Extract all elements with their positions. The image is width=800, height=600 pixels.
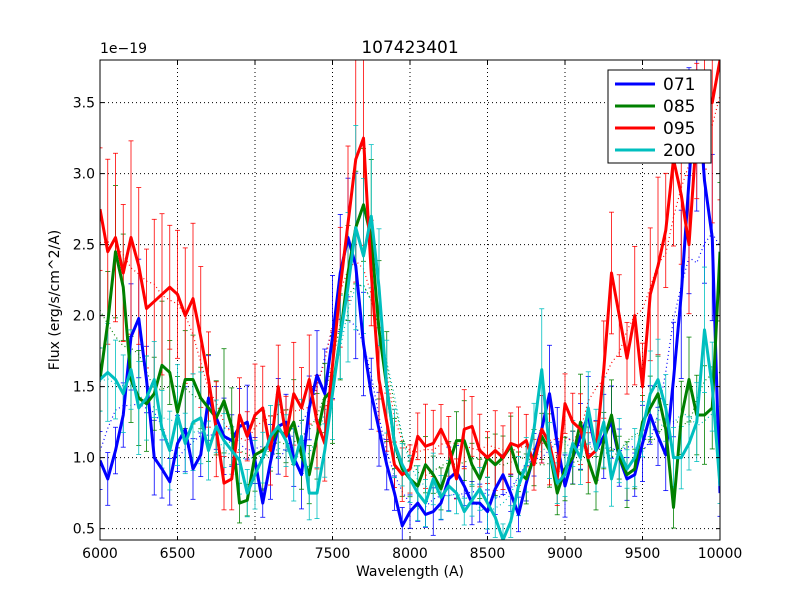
y-tick-label: 3.0	[73, 167, 95, 183]
y-offset-text: 1e−19	[100, 41, 147, 57]
x-tick-label: 9000	[547, 546, 583, 562]
x-tick-label: 7500	[315, 546, 351, 562]
x-axis-label: Wavelength (A)	[356, 564, 464, 580]
legend-label-085: 085	[663, 97, 695, 117]
x-tick-label: 8500	[470, 546, 506, 562]
error-bar-085	[717, 182, 720, 322]
error-bar-095	[100, 147, 103, 271]
x-tick-label: 8000	[392, 546, 428, 562]
legend-label-071: 071	[663, 75, 695, 95]
legend-label-200: 200	[663, 141, 695, 161]
x-tick-label: 9500	[625, 546, 661, 562]
y-axis-label: Flux (erg/s/cm^2/A)	[47, 230, 63, 370]
legend-label-095: 095	[663, 119, 695, 139]
x-tick-label: 6000	[82, 546, 118, 562]
series-line-200	[100, 214, 720, 540]
model-curve-095	[100, 95, 720, 453]
error-bar-200	[500, 523, 506, 540]
axis-ticks	[99, 60, 721, 540]
series-line-095	[100, 60, 720, 485]
series-lines	[100, 60, 720, 540]
y-tick-label: 3.5	[73, 96, 95, 112]
x-tick-label: 7000	[237, 546, 273, 562]
error-bar-200	[100, 347, 103, 412]
y-tick-label: 2.5	[73, 238, 95, 254]
y-tick-label: 1.0	[73, 451, 95, 467]
y-tick-label: 1.5	[73, 380, 95, 396]
chart-title: 107423401	[361, 38, 458, 58]
y-tick-label: 2.0	[73, 309, 95, 325]
x-tick-label: 6500	[160, 546, 196, 562]
y-tick-label: 0.5	[73, 522, 95, 538]
error-bar-095	[717, 60, 720, 201]
x-tick-label: 10000	[698, 546, 743, 562]
error-bar-071	[100, 431, 103, 490]
